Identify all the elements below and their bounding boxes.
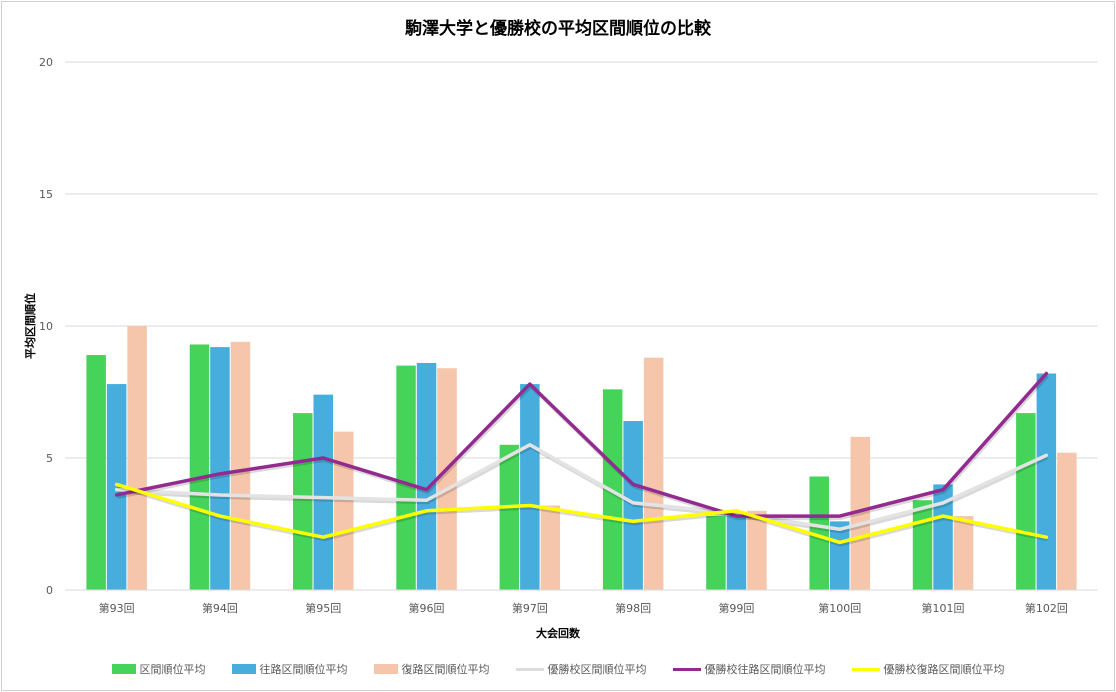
bar-1-7 xyxy=(830,521,850,590)
bar-0-1 xyxy=(189,344,210,590)
bar-0-9 xyxy=(1016,413,1036,590)
x-tick-label: 第101回 xyxy=(922,601,965,615)
y-tick-label: 15 xyxy=(39,188,53,201)
bar-0-2 xyxy=(293,413,313,590)
bar-1-3 xyxy=(416,362,437,590)
y-tick-label: 10 xyxy=(39,320,53,333)
legend-label: 往路区間順位平均 xyxy=(259,663,348,676)
bar-2-9 xyxy=(1057,452,1077,590)
bar-2-6 xyxy=(747,510,767,590)
x-tick-label: 第100回 xyxy=(818,601,861,615)
legend-swatch xyxy=(373,664,398,674)
y-tick-label: 20 xyxy=(39,56,53,69)
bar-2-4 xyxy=(540,505,561,590)
x-tick-label: 第99回 xyxy=(718,601,754,615)
bar-2-0 xyxy=(127,326,147,590)
bar-0-0 xyxy=(86,355,106,590)
bar-1-4 xyxy=(520,384,540,590)
line-shadow-3 xyxy=(117,444,1049,534)
legend-label: 優勝校復路区間順位平均 xyxy=(883,663,1005,676)
bar-2-5 xyxy=(643,357,664,590)
legend-swatch xyxy=(111,664,136,674)
legend-item: 優勝校往路区間順位平均 xyxy=(672,661,826,677)
line-series-5 xyxy=(114,482,1049,545)
legend-item: 往路区間順位平均 xyxy=(231,661,348,677)
legend-swatch xyxy=(231,664,256,674)
legend-item: 区間順位平均 xyxy=(111,661,206,677)
x-tick-label: 第102回 xyxy=(1025,601,1068,615)
legend-item: 優勝校復路区間順位平均 xyxy=(851,661,1005,677)
bar-2-8 xyxy=(953,516,974,590)
line-series-3 xyxy=(114,443,1049,532)
bar-2-7 xyxy=(850,436,870,590)
x-tick-label: 第93回 xyxy=(99,601,135,615)
bar-0-4 xyxy=(499,444,520,590)
bar-2-1 xyxy=(230,341,251,590)
bar-1-6 xyxy=(726,516,747,590)
legend-label: 復路区間順位平均 xyxy=(401,663,490,676)
bar-2-2 xyxy=(334,431,354,590)
x-axis-title: 大会回数 xyxy=(536,627,580,640)
line-shadow-5 xyxy=(117,484,1048,547)
bar-0-3 xyxy=(396,365,416,590)
bar-1-1 xyxy=(210,347,230,590)
legend-item: 復路区間順位平均 xyxy=(373,661,490,677)
legend-swatch xyxy=(851,667,880,671)
bar-1-5 xyxy=(623,421,643,590)
bar-0-6 xyxy=(706,516,726,590)
bar-1-8 xyxy=(933,484,953,590)
bar-1-0 xyxy=(106,384,127,590)
legend-swatch xyxy=(515,667,544,671)
legend-swatch xyxy=(672,667,701,671)
bar-1-2 xyxy=(313,394,333,590)
y-tick-label: 0 xyxy=(46,584,53,597)
legend-label: 優勝校区間順位平均 xyxy=(547,663,647,676)
x-tick-label: 第94回 xyxy=(202,601,238,615)
x-tick-label: 第97回 xyxy=(512,601,548,615)
legend-label: 区間順位平均 xyxy=(139,663,206,676)
x-tick-label: 第96回 xyxy=(409,601,445,615)
chart-title: 駒澤大学と優勝校の平均区間順位の比較 xyxy=(405,19,711,39)
legend-item: 優勝校区間順位平均 xyxy=(515,661,647,677)
line-series-4 xyxy=(114,371,1049,518)
bar-0-7 xyxy=(809,476,829,590)
y-tick-label: 5 xyxy=(46,452,53,465)
x-tick-label: 第98回 xyxy=(615,601,651,615)
legend-label: 優勝校往路区間順位平均 xyxy=(704,663,826,676)
bar-1-9 xyxy=(1036,373,1057,590)
bar-2-3 xyxy=(437,368,457,590)
x-tick-label: 第95回 xyxy=(305,601,341,615)
legend: 区間順位平均 往路区間順位平均 復路区間順位平均 優勝校区間順位平均 優勝校往路区間順位… xyxy=(0,661,1116,677)
